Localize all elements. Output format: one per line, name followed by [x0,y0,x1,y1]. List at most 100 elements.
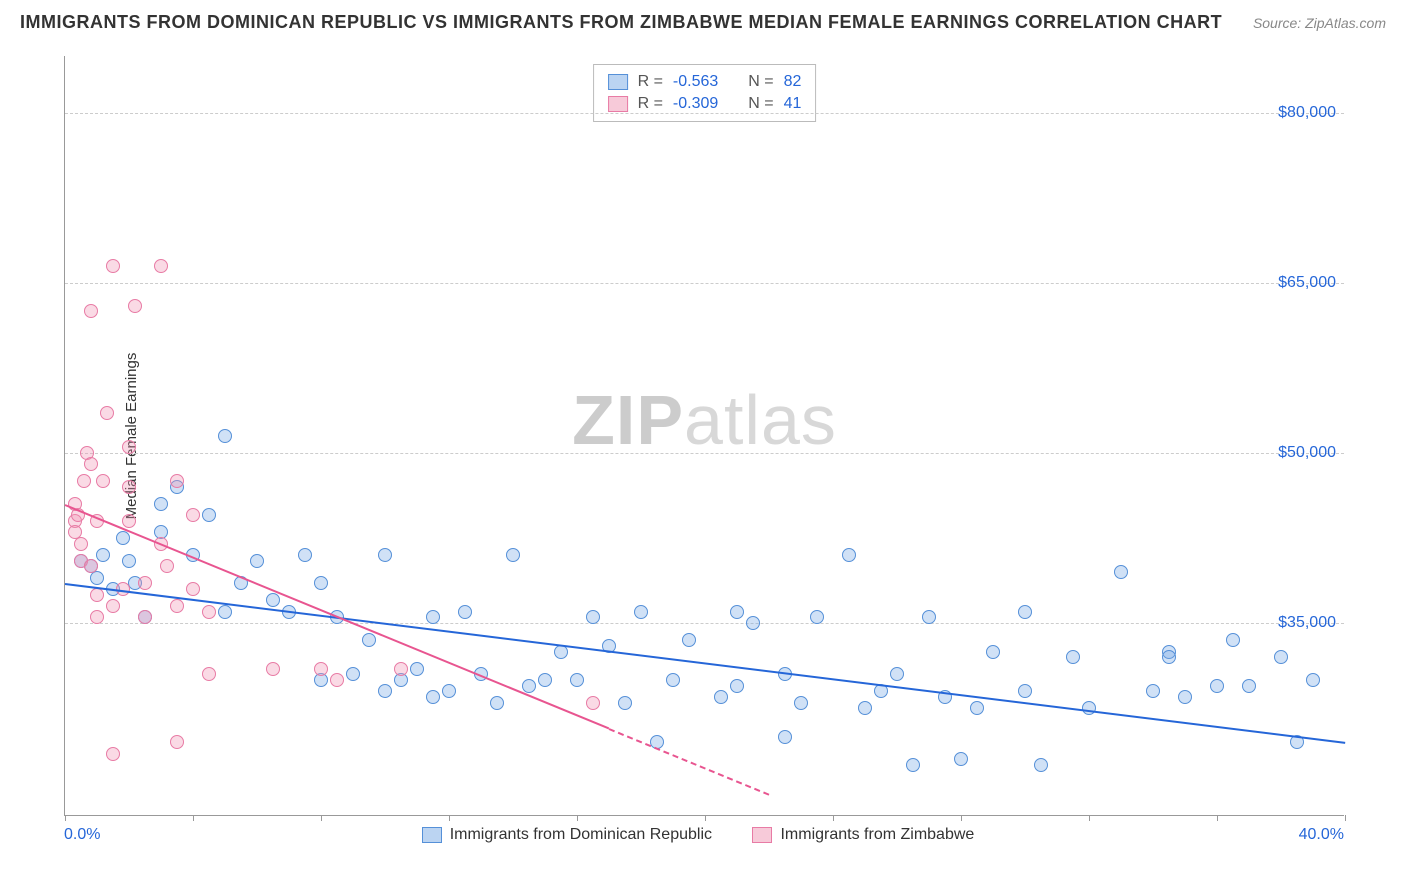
data-point [122,554,136,568]
data-point [96,474,110,488]
data-point [714,690,728,704]
data-point [250,554,264,568]
data-point [506,548,520,562]
data-point [954,752,968,766]
data-point [218,605,232,619]
data-point [618,696,632,710]
data-point [1018,605,1032,619]
trend-line [65,583,1345,744]
data-point [314,576,328,590]
data-point [266,593,280,607]
stats-row-pink: R = -0.309 N = 41 [608,93,802,115]
data-point [106,599,120,613]
data-point [330,673,344,687]
data-point [906,758,920,772]
y-tick-label: $35,000 [1278,614,1336,632]
data-point [666,673,680,687]
x-tick-mark [65,815,66,821]
data-point [458,605,472,619]
data-point [586,610,600,624]
data-point [1162,650,1176,664]
data-point [106,259,120,273]
legend-item-blue: Immigrants from Dominican Republic [422,826,712,844]
data-point [362,633,376,647]
x-tick-mark [1217,815,1218,821]
data-point [122,440,136,454]
data-point [778,730,792,744]
y-tick-label: $65,000 [1278,274,1336,292]
y-tick-label: $80,000 [1278,104,1336,122]
trend-line [609,728,770,796]
data-point [842,548,856,562]
data-point [810,610,824,624]
data-point [1018,684,1032,698]
data-point [1226,633,1240,647]
series-legend: Immigrants from Dominican Republic Immig… [48,826,1348,848]
data-point [122,480,136,494]
data-point [128,299,142,313]
data-point [138,576,152,590]
data-point [314,662,328,676]
data-point [186,582,200,596]
data-point [442,684,456,698]
data-point [858,701,872,715]
gridline [65,283,1344,284]
data-point [106,747,120,761]
data-point [1082,701,1096,715]
x-tick-mark [833,815,834,821]
gridline [65,453,1344,454]
x-tick-mark [705,815,706,821]
legend-item-pink: Immigrants from Zimbabwe [752,826,974,844]
data-point [986,645,1000,659]
data-point [186,508,200,522]
watermark: ZIPatlas [572,380,837,460]
x-tick-mark [961,815,962,821]
data-point [218,429,232,443]
data-point [570,673,584,687]
swatch-blue-icon [422,827,442,843]
plot-region: ZIPatlas R = -0.563 N = 82 R = -0.309 N … [64,56,1344,816]
data-point [490,696,504,710]
data-point [202,605,216,619]
data-point [346,667,360,681]
x-tick-mark [1089,815,1090,821]
data-point [426,610,440,624]
data-point [634,605,648,619]
data-point [84,304,98,318]
data-point [170,735,184,749]
data-point [410,662,424,676]
data-point [522,679,536,693]
data-point [426,690,440,704]
data-point [394,662,408,676]
data-point [1034,758,1048,772]
data-point [1178,690,1192,704]
data-point [116,531,130,545]
data-point [298,548,312,562]
data-point [266,662,280,676]
data-point [746,616,760,630]
data-point [170,474,184,488]
data-point [1146,684,1160,698]
chart-area: Median Female Earnings ZIPatlas R = -0.5… [48,56,1348,816]
data-point [122,514,136,528]
gridline [65,113,1344,114]
data-point [730,605,744,619]
data-point [96,548,110,562]
x-tick-mark [1345,815,1346,821]
data-point [1066,650,1080,664]
data-point [202,508,216,522]
data-point [154,259,168,273]
chart-title: IMMIGRANTS FROM DOMINICAN REPUBLIC VS IM… [20,12,1222,33]
data-point [1210,679,1224,693]
data-point [922,610,936,624]
chart-source: Source: ZipAtlas.com [1253,15,1386,31]
data-point [100,406,114,420]
x-tick-mark [449,815,450,821]
data-point [84,559,98,573]
swatch-blue-icon [608,74,628,90]
swatch-pink-icon [752,827,772,843]
chart-header: IMMIGRANTS FROM DOMINICAN REPUBLIC VS IM… [0,0,1406,41]
stats-row-blue: R = -0.563 N = 82 [608,71,802,93]
data-point [202,667,216,681]
data-point [378,684,392,698]
